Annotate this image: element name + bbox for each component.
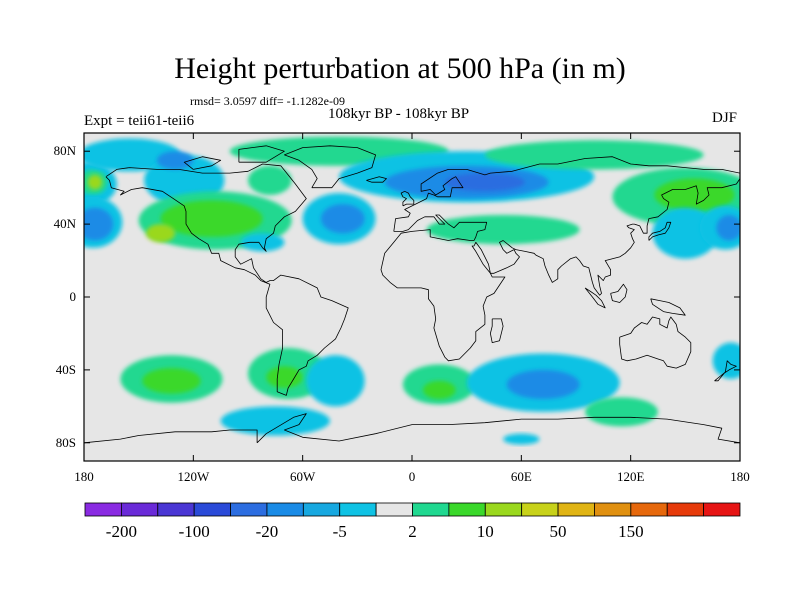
- colorbar-label: 10: [477, 522, 494, 541]
- lon-tick-label: 0: [409, 469, 416, 484]
- colorbar-swatch: [630, 502, 668, 517]
- coastline: [366, 176, 387, 183]
- lon-tick-label: 120W: [177, 469, 210, 484]
- coastline: [610, 283, 628, 303]
- colorbar-label: 50: [550, 522, 567, 541]
- colorbar-swatch: [193, 502, 231, 517]
- anomaly-region: [266, 366, 303, 389]
- colorbar-swatch: [666, 502, 705, 517]
- anomaly-region: [160, 200, 263, 237]
- colorbar-swatch: [84, 502, 122, 517]
- lat-tick-label: 40S: [56, 362, 76, 377]
- anomaly-region: [716, 215, 740, 241]
- anomaly-region: [426, 215, 580, 245]
- anomaly-region: [142, 368, 201, 394]
- colorbar-label: -100: [179, 522, 210, 541]
- lon-tick-label: 120E: [617, 469, 645, 484]
- anomaly-region: [156, 151, 194, 170]
- coastline: [584, 287, 606, 309]
- colorbar-swatch: [375, 502, 413, 517]
- lat-tick-label: 80S: [56, 435, 76, 450]
- anomaly-region: [220, 406, 330, 436]
- coastline: [84, 429, 258, 444]
- map-title: Height perturbation at 500 hPa (in m): [174, 52, 626, 85]
- colorbar-swatch: [157, 502, 195, 517]
- anomaly-region: [87, 174, 103, 190]
- colorbar: -200 -100 -20 -5 2 10 50 150: [84, 502, 741, 541]
- colorbar-swatch: [266, 502, 304, 517]
- colorbar-swatch: [521, 502, 559, 517]
- map-axes: 80N 40N 0 40S 80S 180 120W 60W 0 60E 120E 180: [54, 133, 750, 484]
- lon-tick-label: 180: [74, 469, 94, 484]
- anomaly-region: [484, 140, 704, 170]
- anomaly-region: [585, 397, 658, 427]
- colorbar-label: 2: [408, 522, 417, 541]
- coastline: [393, 156, 740, 232]
- colorbar-swatch: [703, 502, 741, 517]
- lon-tick-label: 60E: [511, 469, 532, 484]
- colorbar-label: -20: [256, 522, 279, 541]
- colorbar-label: -5: [333, 522, 347, 541]
- anomaly-region: [145, 224, 176, 243]
- colorbar-swatch: [448, 502, 486, 517]
- colorbar-swatch: [484, 502, 523, 517]
- experiment-label: Expt = teii61-teii6: [84, 113, 195, 129]
- coastline: [238, 145, 285, 163]
- colorbar-swatch: [230, 502, 268, 517]
- coastline: [650, 298, 686, 316]
- colorbar-swatch: [120, 502, 159, 517]
- colorbar-swatch: [594, 502, 632, 517]
- anomaly-region: [503, 433, 540, 445]
- coastline: [284, 145, 376, 189]
- colorbar-label: -200: [106, 522, 137, 541]
- lat-tick-label: 40N: [54, 216, 77, 231]
- colorbar-swatch: [557, 502, 595, 517]
- anomaly-region: [712, 342, 740, 379]
- anomaly-region: [422, 380, 456, 400]
- anomaly-region: [444, 173, 525, 192]
- statistics-label: rmsd= 3.0597 diff= -1.1282e-09: [190, 94, 345, 108]
- coastline: [648, 221, 672, 241]
- coastline: [105, 163, 349, 396]
- lat-tick-label: 80N: [54, 143, 77, 158]
- coastline: [256, 413, 740, 444]
- anomaly-region: [240, 233, 285, 252]
- colorbar-swatch: [412, 502, 450, 517]
- coastlines: [84, 145, 740, 444]
- season-label: DJF: [712, 110, 738, 126]
- coastline: [400, 190, 415, 207]
- coastline: [380, 178, 740, 362]
- anomaly-region: [654, 178, 735, 212]
- anomaly-region: [306, 355, 365, 407]
- coastline: [714, 360, 737, 382]
- coastline: [183, 156, 222, 170]
- lon-tick-label: 180: [730, 469, 750, 484]
- colorbar-label: 150: [618, 522, 644, 541]
- anomaly-region: [248, 165, 292, 195]
- coastline: [619, 316, 692, 369]
- colorbar-swatch: [302, 502, 341, 517]
- anomaly-region: [506, 369, 580, 400]
- lon-tick-label: 60W: [290, 469, 316, 484]
- colorbar-swatch: [339, 502, 377, 517]
- anomaly-region: [84, 207, 114, 241]
- anomaly-region: [320, 204, 365, 234]
- lat-tick-label: 0: [70, 289, 77, 304]
- period-label: 108kyr BP - 108kyr BP: [328, 106, 470, 122]
- coastline: [490, 318, 504, 343]
